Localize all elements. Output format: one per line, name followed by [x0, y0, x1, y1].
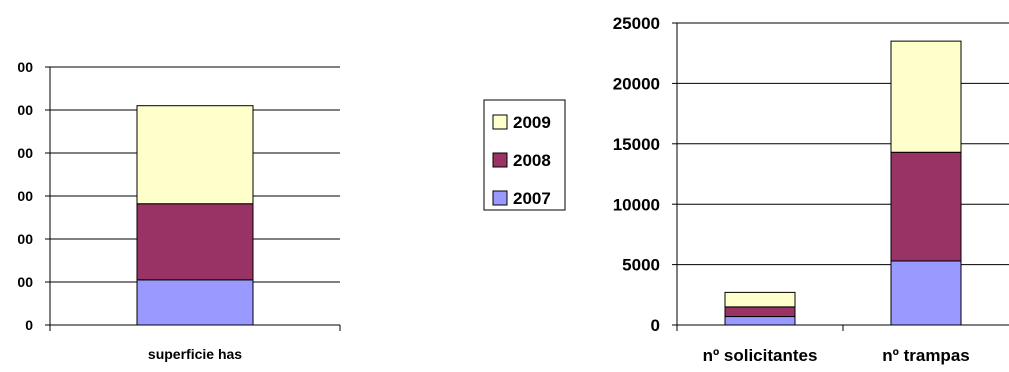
legend-label-2008: 2008	[513, 151, 551, 170]
y-tick-label: 00	[17, 102, 33, 118]
bar-superficie-has-2007	[136, 279, 254, 326]
y-tick-label: 15000	[613, 135, 660, 154]
legend-swatch-2009	[492, 114, 508, 130]
bar-superficie-has-2008	[136, 203, 254, 281]
legend-label-2009: 2009	[513, 113, 551, 132]
category-label: superficie has	[148, 346, 242, 362]
bar-no-solicitantes-2009	[724, 291, 796, 308]
category-label: nº trampas	[882, 346, 969, 365]
category-label: nº solicitantes	[703, 346, 818, 365]
y-tick-label: 00	[17, 59, 33, 75]
legend-swatch-2008	[492, 152, 508, 168]
y-tick-label: 10000	[613, 195, 660, 214]
y-tick-label: 00	[17, 231, 33, 247]
legend-swatch-2007	[492, 190, 508, 206]
bar-no-trampas-2007	[890, 260, 962, 326]
right-chart: 0 5000 10000 15000 20000 25000 nº solicitantes…	[613, 14, 1009, 365]
y-tick-label: 00	[17, 145, 33, 161]
legend: 2009 2008 2007	[483, 99, 566, 211]
y-tick-label: 25000	[613, 14, 660, 33]
y-tick-label: 5000	[622, 256, 660, 275]
y-tick-label: 0	[651, 316, 660, 335]
bar-no-trampas-2009	[890, 40, 962, 153]
bar-no-solicitantes-2007	[724, 316, 796, 326]
y-tick-label: 00	[17, 188, 33, 204]
legend-label-2007: 2007	[513, 189, 551, 208]
bar-no-trampas-2008	[890, 151, 962, 262]
y-tick-label: 00	[17, 274, 33, 290]
bar-superficie-has-2009	[136, 105, 254, 205]
y-tick-label: 0	[25, 317, 33, 333]
y-tick-label: 20000	[613, 75, 660, 94]
bar-no-solicitantes-2008	[724, 306, 796, 318]
